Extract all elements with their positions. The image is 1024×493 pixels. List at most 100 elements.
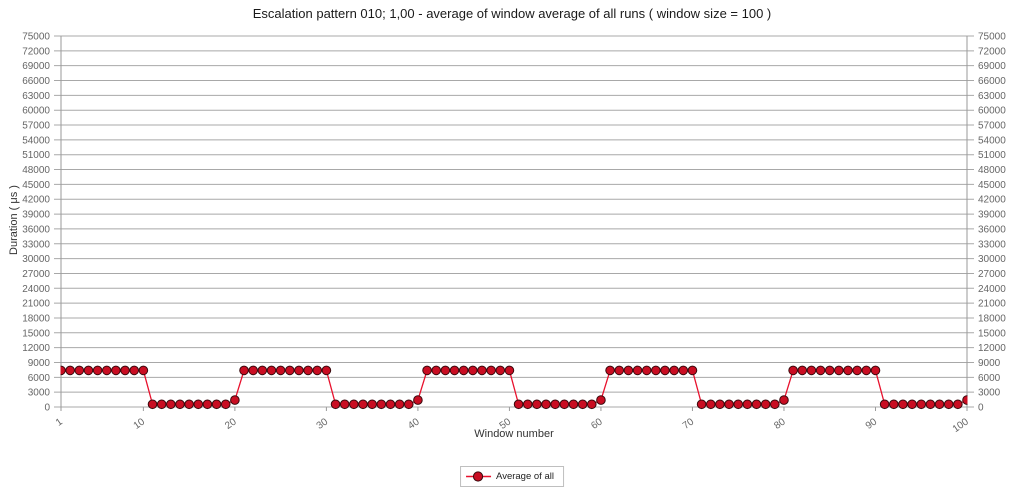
data-point — [888, 399, 899, 410]
y-tick-label-left: 57000 — [22, 121, 50, 132]
data-point — [394, 399, 405, 410]
y-tick-label-left: 60000 — [22, 106, 50, 117]
data-point — [513, 399, 524, 410]
data-point — [550, 399, 560, 410]
data-point — [870, 365, 881, 376]
y-tick-label-left: 42000 — [22, 195, 50, 206]
y-tick-label-right: 18000 — [978, 313, 1006, 324]
y-tick-label-left: 54000 — [22, 135, 50, 146]
data-point — [779, 395, 789, 405]
data-point — [266, 365, 277, 376]
y-tick-label-right: 42000 — [978, 195, 1006, 206]
data-point — [733, 399, 744, 410]
data-point — [275, 365, 286, 376]
data-point — [184, 399, 194, 410]
data-point — [486, 365, 496, 376]
y-tick-label-right: 36000 — [978, 224, 1006, 235]
y-tick-label-right: 66000 — [978, 76, 1006, 87]
y-tick-label-right: 21000 — [978, 299, 1006, 310]
series-line — [61, 369, 968, 405]
data-point — [815, 365, 826, 376]
data-point — [166, 399, 176, 410]
data-point — [943, 399, 954, 410]
data-point — [468, 365, 478, 376]
y-tick-label-right: 39000 — [978, 210, 1006, 221]
data-point — [898, 399, 908, 410]
data-point — [824, 365, 835, 376]
data-point — [257, 365, 268, 376]
y-tick-label-left: 27000 — [22, 269, 50, 280]
y-tick-label-left: 6000 — [28, 373, 51, 384]
data-point — [111, 365, 121, 376]
data-point — [202, 399, 213, 410]
data-point — [330, 399, 341, 410]
data-point — [934, 399, 945, 410]
data-point — [705, 399, 716, 410]
y-tick-label-right: 15000 — [978, 328, 1006, 339]
data-point — [568, 399, 579, 410]
y-tick-label-right: 27000 — [978, 269, 1006, 280]
data-point — [522, 399, 533, 410]
y-tick-label-left: 12000 — [22, 343, 50, 354]
data-point — [696, 399, 707, 410]
data-point — [806, 365, 817, 376]
data-point — [403, 399, 414, 410]
data-point — [678, 365, 689, 376]
data-point — [83, 365, 94, 376]
y-tick-label-left: 72000 — [22, 46, 50, 57]
data-point — [339, 399, 350, 410]
data-point — [916, 399, 927, 410]
data-point — [321, 365, 332, 376]
data-point — [294, 365, 304, 376]
data-point — [962, 395, 968, 405]
data-point — [834, 365, 844, 376]
x-tick-label: 1 — [54, 416, 65, 428]
y-tick-label-right: 60000 — [978, 106, 1006, 117]
y-tick-label-right: 45000 — [978, 180, 1006, 191]
data-point — [559, 399, 570, 410]
data-point — [74, 365, 85, 376]
y-tick-label-left: 63000 — [22, 91, 50, 102]
data-point — [312, 365, 323, 376]
y-tick-label-right: 30000 — [978, 254, 1006, 265]
data-point — [751, 399, 762, 410]
data-point — [788, 365, 798, 376]
data-point — [879, 399, 890, 410]
y-tick-label-left: 30000 — [22, 254, 50, 265]
data-point — [953, 399, 963, 410]
data-point — [101, 365, 112, 376]
y-tick-label-left: 18000 — [22, 313, 50, 324]
data-point — [156, 399, 167, 410]
y-tick-label-right: 63000 — [978, 91, 1006, 102]
data-point — [586, 399, 597, 410]
y-tick-label-right: 9000 — [978, 358, 1001, 369]
legend-marker-circle — [472, 471, 484, 482]
y-tick-label-right: 69000 — [978, 61, 1006, 72]
data-point — [770, 399, 780, 410]
data-point — [230, 395, 240, 405]
data-point — [614, 365, 625, 376]
data-point — [376, 399, 387, 410]
data-point — [623, 365, 634, 376]
data-point — [358, 399, 368, 410]
data-point — [385, 399, 396, 410]
chart-title: Escalation pattern 010; 1,00 - average o… — [252, 6, 772, 21]
y-tick-label-left: 9000 — [28, 358, 51, 369]
y-tick-label-right: 0 — [978, 403, 984, 414]
y-tick-label-right: 3000 — [978, 388, 1001, 399]
y-tick-label-right: 51000 — [978, 150, 1006, 161]
y-tick-label-right: 75000 — [978, 32, 1006, 43]
data-point — [861, 365, 872, 376]
data-point — [284, 365, 295, 376]
y-tick-label-right: 24000 — [978, 284, 1006, 295]
legend-box: Average of all — [460, 466, 564, 487]
data-point — [303, 365, 313, 376]
data-point — [413, 395, 423, 405]
data-point — [211, 399, 222, 410]
data-point — [925, 399, 936, 410]
y-tick-label-right: 57000 — [978, 121, 1006, 132]
y-tick-label-right: 33000 — [978, 239, 1006, 250]
y-tick-label-left: 39000 — [22, 210, 50, 221]
y-tick-label-left: 45000 — [22, 180, 50, 191]
data-point — [120, 365, 130, 376]
